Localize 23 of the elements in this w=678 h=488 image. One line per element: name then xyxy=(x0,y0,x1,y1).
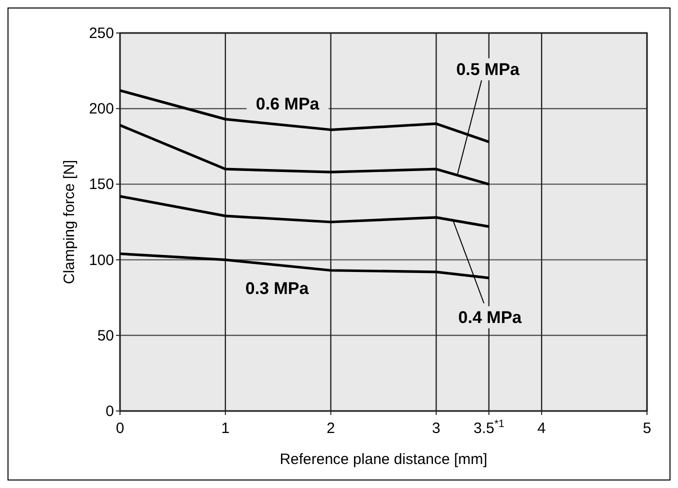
text: 0.4 MPa xyxy=(458,308,522,327)
text: 0.5 MPa xyxy=(456,60,520,79)
x-tick-label: 3.5$^{*1}$ xyxy=(474,418,504,437)
line-series xyxy=(118,252,490,280)
y-tick-label: 150 xyxy=(88,176,114,193)
line-series xyxy=(118,89,490,144)
y-tick-label: 200 xyxy=(88,100,114,118)
series-label: 0.6 MPa xyxy=(256,94,320,114)
x-tick-label: 4 xyxy=(537,420,546,437)
series-label: 0.3 MPa xyxy=(245,279,310,298)
x-tick-label: 0 xyxy=(116,420,124,437)
y-tick-label: 0 xyxy=(106,402,114,420)
line-series xyxy=(118,124,490,186)
y-tick-label: 50 xyxy=(97,326,114,344)
y-axis-title: Clamping force [N] xyxy=(61,160,78,284)
x-axis-title: Reference plane distance [mm] xyxy=(280,451,488,468)
y-tick-label: 250 xyxy=(88,24,114,42)
line-series xyxy=(118,194,490,228)
x-tick-label: 1 xyxy=(221,420,230,437)
x-tick-label: 5 xyxy=(642,420,652,437)
x-tick-label: 2 xyxy=(326,420,335,437)
y-tick-label: 100 xyxy=(88,251,114,268)
x-tick-label: 3 xyxy=(432,420,440,437)
